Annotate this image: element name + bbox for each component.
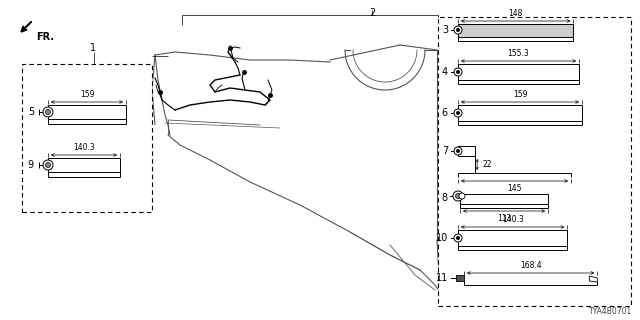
- Text: 10: 10: [436, 233, 448, 243]
- Text: 2: 2: [369, 8, 375, 18]
- Bar: [458, 105, 582, 121]
- Circle shape: [45, 163, 51, 167]
- Bar: [48, 158, 120, 172]
- Circle shape: [43, 160, 53, 170]
- Text: 113: 113: [497, 214, 511, 223]
- Circle shape: [456, 28, 460, 32]
- Circle shape: [454, 109, 462, 117]
- Bar: [458, 146, 475, 156]
- Text: 9: 9: [28, 160, 34, 170]
- Text: FR.: FR.: [36, 32, 54, 42]
- Bar: [458, 64, 579, 80]
- Text: 140.3: 140.3: [73, 143, 95, 152]
- Circle shape: [456, 70, 460, 74]
- Circle shape: [45, 109, 51, 115]
- Circle shape: [453, 191, 463, 201]
- Text: 7: 7: [442, 146, 448, 156]
- Text: 6: 6: [442, 108, 448, 118]
- Text: 22: 22: [482, 160, 492, 169]
- Text: 1: 1: [90, 43, 97, 53]
- Text: 159: 159: [80, 90, 94, 99]
- Bar: [22, 64, 152, 212]
- Circle shape: [43, 107, 53, 117]
- Circle shape: [454, 68, 462, 76]
- Text: TYA4B0701: TYA4B0701: [589, 307, 632, 316]
- Circle shape: [456, 111, 460, 115]
- Circle shape: [454, 26, 462, 34]
- Polygon shape: [589, 276, 597, 282]
- Circle shape: [454, 147, 462, 155]
- Text: 145: 145: [508, 184, 522, 193]
- Text: 11: 11: [436, 273, 448, 283]
- Text: 8: 8: [442, 193, 448, 203]
- Circle shape: [456, 236, 460, 240]
- Circle shape: [456, 194, 461, 198]
- Text: 140.3: 140.3: [502, 215, 524, 224]
- Bar: [458, 230, 568, 246]
- Text: 159: 159: [513, 90, 527, 99]
- Bar: [460, 194, 548, 204]
- Circle shape: [456, 149, 460, 153]
- Bar: [438, 17, 631, 306]
- Circle shape: [459, 193, 465, 199]
- Bar: [48, 105, 126, 119]
- Text: 155.3: 155.3: [508, 49, 529, 58]
- Bar: [456, 275, 464, 281]
- Text: 3: 3: [442, 25, 448, 35]
- Circle shape: [454, 234, 462, 242]
- Bar: [458, 24, 573, 37]
- Text: 4: 4: [442, 67, 448, 77]
- Bar: [464, 276, 589, 281]
- Text: 148: 148: [509, 9, 523, 18]
- Text: 168.4: 168.4: [520, 261, 541, 270]
- Text: 5: 5: [28, 107, 34, 117]
